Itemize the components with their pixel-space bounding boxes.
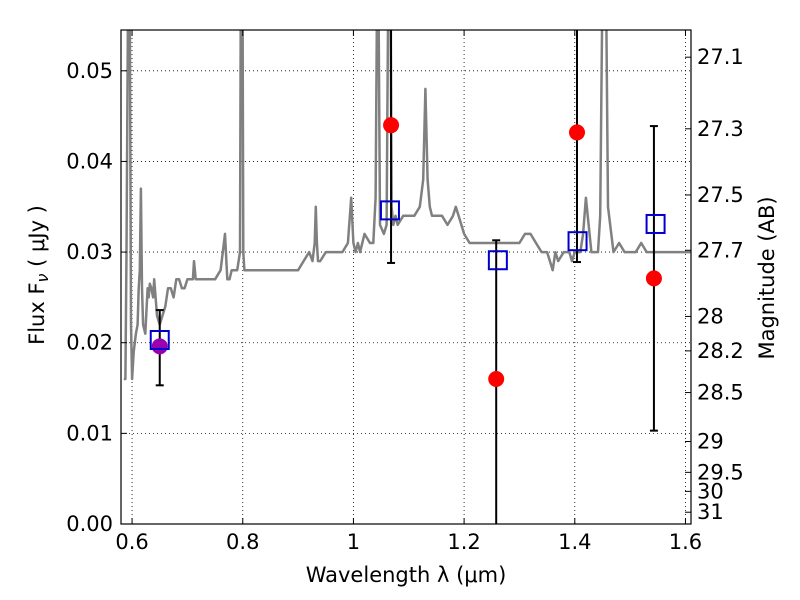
y-tick-label: 0.02 <box>66 331 113 355</box>
x-tick-label: 1.4 <box>558 530 591 554</box>
red-point <box>645 270 662 287</box>
right-tick-label: 29 <box>697 430 724 454</box>
spectrum-line <box>123 30 691 381</box>
x-tick-label: 0.6 <box>115 530 148 554</box>
plot-area <box>123 30 691 524</box>
right-tick-label: 29.5 <box>697 460 744 484</box>
blue-square <box>487 250 508 271</box>
red-point <box>569 124 585 141</box>
blue-square <box>567 231 588 252</box>
x-tick-label: 1.6 <box>669 530 702 554</box>
right-tick-label: 28 <box>697 304 724 328</box>
x-axis-label: Wavelength λ (μm) <box>306 563 507 587</box>
y-tick-label: 0.05 <box>66 59 113 83</box>
blue-square <box>645 213 666 234</box>
plot-clip-group <box>123 30 691 524</box>
right-tick-label: 27.3 <box>697 117 744 141</box>
x-tick-label: 0.8 <box>226 530 259 554</box>
y-axis-label-unit: ( μJy ) <box>25 205 49 273</box>
y-axis-label: Flux Fν ( μJy ) <box>25 205 52 345</box>
right-axis-label: Magnitude (AB) <box>755 196 779 359</box>
plot-frame <box>120 29 692 525</box>
blue-square <box>379 200 400 221</box>
right-tick-label: 30 <box>697 479 724 503</box>
y-axis-label-text: Flux F <box>25 282 49 344</box>
x-tick-label: 1 <box>347 530 360 554</box>
right-tick-label: 27.1 <box>697 45 744 69</box>
right-tick-label: 28.2 <box>697 339 744 363</box>
x-tick-label: 1.2 <box>447 530 480 554</box>
y-axis-label-sub: ν <box>33 273 52 282</box>
blue-square <box>149 329 170 350</box>
red-point <box>383 117 400 134</box>
right-tick-label: 27.7 <box>697 238 744 262</box>
y-tick-label: 0.03 <box>66 240 113 264</box>
y-tick-label: 0.04 <box>66 149 113 173</box>
axes: 0.6 0.8 1 1.2 1.4 1.6 0.00 0.01 0.02 0.03 0.04 0.05… <box>66 29 744 554</box>
right-tick-label: 28.5 <box>697 381 744 405</box>
right-tick-label: 27.5 <box>697 183 744 207</box>
red-point <box>488 370 505 387</box>
right-tick-label: 31 <box>697 500 724 524</box>
y-tick-label: 0.01 <box>66 421 113 445</box>
y-tick-label: 0.00 <box>66 512 113 536</box>
magenta-point <box>151 338 168 355</box>
